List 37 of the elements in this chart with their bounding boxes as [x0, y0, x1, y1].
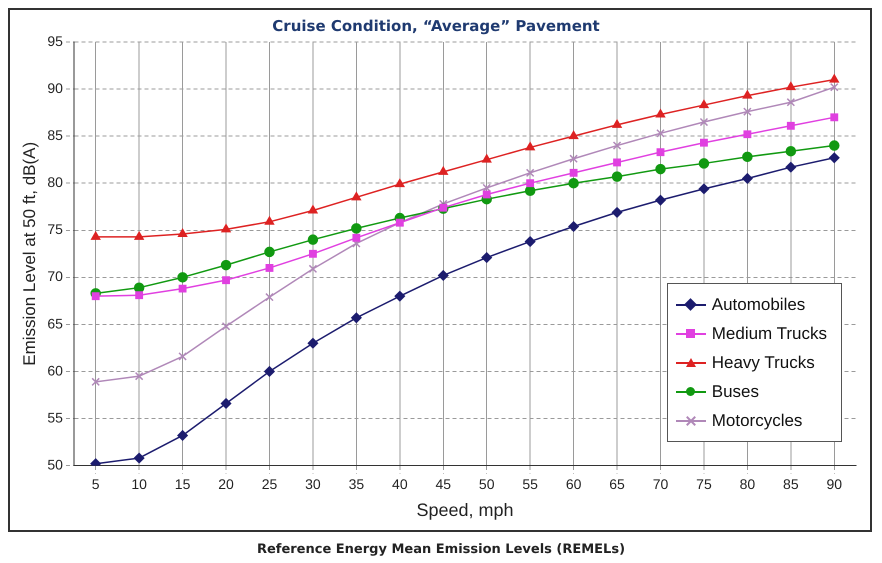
y-tick-label: 60 [47, 362, 64, 378]
x-tick-label: 70 [652, 476, 668, 492]
x-tick-label: 20 [218, 476, 234, 492]
y-tick-label: 80 [47, 174, 64, 190]
y-tick-label: 90 [47, 80, 64, 96]
y-tick-label: 70 [47, 268, 64, 284]
x-axis-title: Speed, mph [416, 500, 514, 520]
x-tick-label: 30 [305, 476, 321, 492]
y-tick-label: 85 [47, 126, 64, 143]
x-tick-label: 65 [609, 476, 626, 492]
legend-label: Heavy Trucks [712, 352, 815, 372]
x-tick-label: 80 [740, 476, 756, 492]
y-tick-label: 50 [47, 456, 64, 472]
x-tick-label: 15 [174, 476, 191, 492]
chart-title: Cruise Condition, “Average” Pavement [272, 16, 600, 35]
x-tick-label: 60 [566, 476, 582, 492]
x-tick-label: 10 [131, 476, 148, 492]
x-tick-label: 85 [783, 476, 799, 492]
y-tick-label: 55 [47, 409, 64, 426]
y-tick-label: 75 [47, 221, 64, 238]
x-tick-label: 90 [826, 476, 842, 492]
y-tick-label: 65 [47, 315, 64, 332]
text: Reference Energy Mean Emission Levels (REMELs) [256, 542, 626, 557]
x-tick-label: 40 [392, 476, 408, 492]
x-tick-label: 50 [478, 476, 495, 492]
x-tick-label: 5 [92, 476, 100, 492]
legend-label: Medium Trucks [712, 324, 827, 344]
y-axis-title: Emission Level at 50 ft, dB(A) [20, 142, 39, 366]
x-tick-label: 45 [435, 476, 452, 492]
legend-label: Buses [712, 382, 759, 402]
y-tick-label: 95 [47, 32, 64, 49]
x-tick-label: 75 [696, 476, 712, 492]
legend-label: Motorcycles [712, 410, 802, 430]
x-tick-label: 35 [348, 476, 364, 492]
x-tick-label: 55 [522, 476, 538, 492]
legend-label: Automobiles [712, 294, 806, 314]
x-tick-label: 25 [262, 476, 278, 492]
